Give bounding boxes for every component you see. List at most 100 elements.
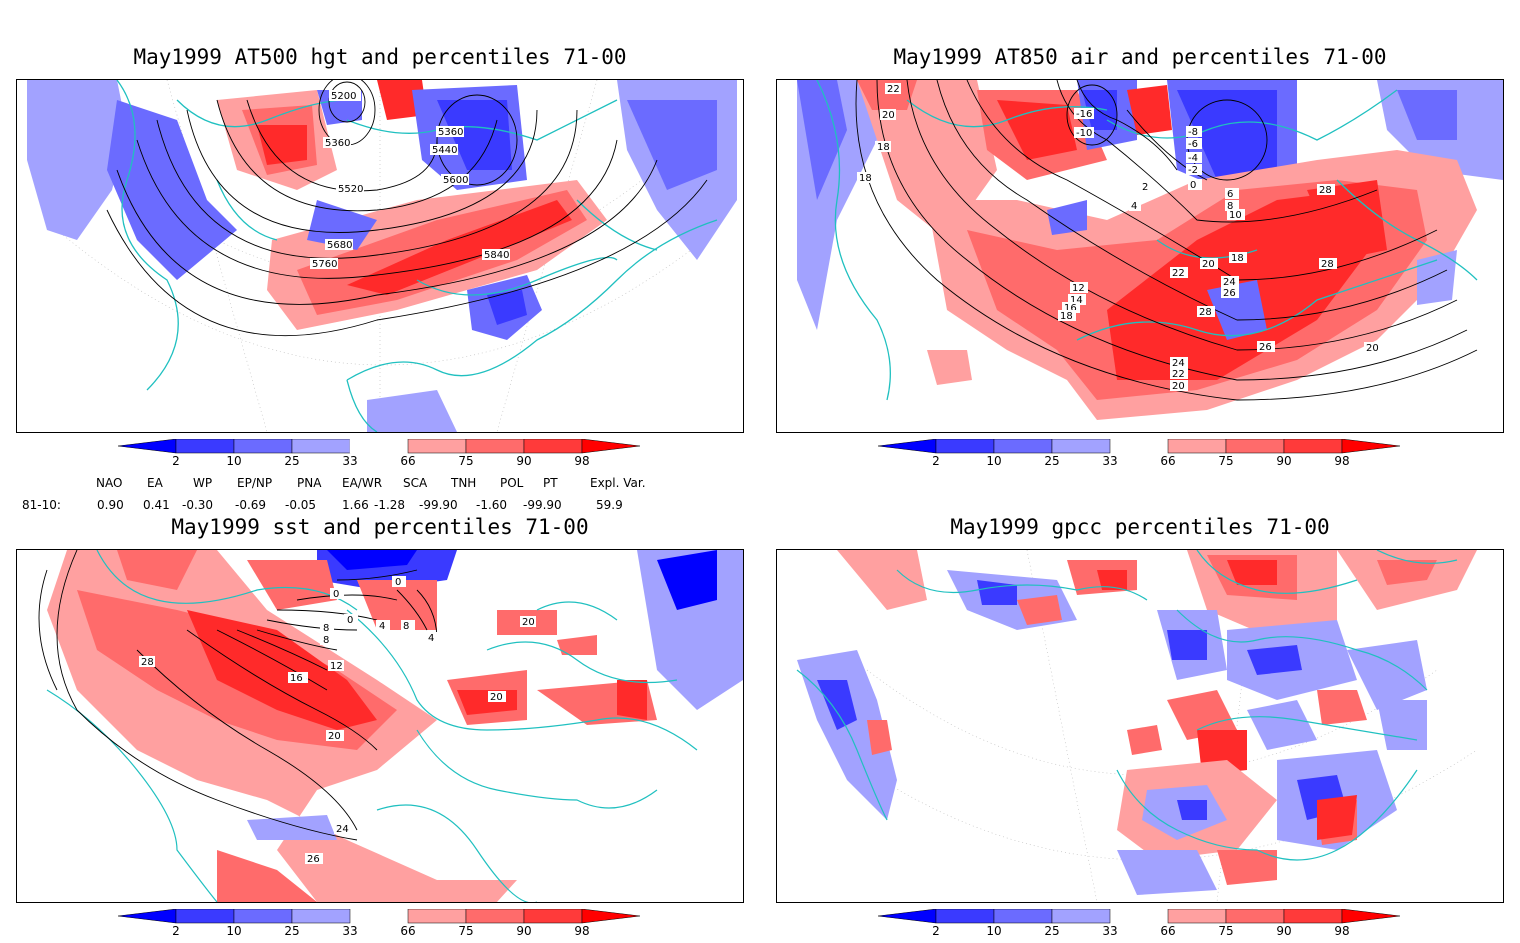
colorbar-tick: 2 xyxy=(932,454,940,468)
contour-label: 5760 xyxy=(312,259,337,270)
colorbar-tick: 2 xyxy=(172,924,180,938)
index-value: -1.28 xyxy=(374,498,406,512)
colorbar-tick: 33 xyxy=(342,924,358,938)
contour-label: 0 xyxy=(1190,180,1196,191)
contour-label: 0 xyxy=(347,615,353,626)
contour-label: 10 xyxy=(1229,210,1242,221)
contour-label: 28 xyxy=(1199,307,1212,318)
colorbar-tick: 25 xyxy=(284,924,300,938)
panel-1-map-canvas: 5200 5360 5360 5440 5520 5600 5680 5760 … xyxy=(17,80,743,432)
contour-label: 26 xyxy=(1223,288,1236,299)
panel-3-colorbar: 2 10 25 33 66 75 90 98 xyxy=(117,908,648,943)
colorbar-tick: 33 xyxy=(342,454,358,468)
index-header-epnp: EP/NP xyxy=(237,476,273,490)
index-value: 1.66 xyxy=(342,498,369,512)
index-header-pt: PT xyxy=(543,476,558,490)
contour-label: 12 xyxy=(330,661,343,672)
panel-2-title: May1999 AT850 air and percentiles 71-00 xyxy=(893,45,1387,69)
index-header-sca: SCA xyxy=(403,476,428,490)
contour-label: -16 xyxy=(1076,109,1092,120)
contour-label: 20 xyxy=(522,617,535,628)
index-value: -1.60 xyxy=(476,498,508,512)
colorbar-tick: 33 xyxy=(1102,924,1118,938)
colorbar-tick: 75 xyxy=(1218,454,1234,468)
contour-label: 26 xyxy=(307,854,320,865)
contour-label: 8 xyxy=(1227,201,1233,212)
colorbar-tick: 66 xyxy=(1160,454,1176,468)
contour-label: 20 xyxy=(1172,381,1185,392)
contour-label: 5600 xyxy=(443,175,468,186)
colorbar-tick: 2 xyxy=(932,924,940,938)
contour-label: 8 xyxy=(323,635,329,646)
contour-label: -10 xyxy=(1076,128,1092,139)
contour-label: 5360 xyxy=(325,138,350,149)
colorbar-tick: 66 xyxy=(400,454,416,468)
index-value: -0.05 xyxy=(285,498,317,512)
panel-1-map[interactable]: 5200 5360 5360 5440 5520 5600 5680 5760 … xyxy=(16,79,744,433)
index-header-tnh: TNH xyxy=(451,476,477,490)
colorbar-tick: 90 xyxy=(1276,924,1292,938)
colorbar-tick: 98 xyxy=(574,454,590,468)
contour-label: 18 xyxy=(859,173,872,184)
contour-label: 4 xyxy=(379,621,385,632)
index-value: -0.30 xyxy=(182,498,214,512)
colorbar-tick: 75 xyxy=(1218,924,1234,938)
panel-2-colorbar: 2 10 25 33 66 75 90 98 xyxy=(877,438,1408,473)
index-header-nao: NAO xyxy=(96,476,123,490)
colorbar-tick: 90 xyxy=(1276,454,1292,468)
panel-2-map[interactable]: 22 20 18 18 -16 -10 -8 -6 -4 -2 0 2 4 6 … xyxy=(776,79,1504,433)
colorbar-svg xyxy=(877,908,1401,924)
contour-label: 8 xyxy=(323,623,329,634)
index-header-eawr: EA/WR xyxy=(342,476,383,490)
contour-label: 16 xyxy=(290,673,303,684)
contour-label: 18 xyxy=(1060,311,1073,322)
index-value: -0.69 xyxy=(235,498,267,512)
panel-4-map[interactable] xyxy=(776,549,1504,903)
colorbar-svg xyxy=(877,438,1401,454)
colorbar-svg xyxy=(117,438,641,454)
index-header-wp: WP xyxy=(193,476,213,490)
colorbar-tick: 90 xyxy=(516,454,532,468)
panel-3-map-canvas: 28 16 12 8 8 0 0 0 4 8 4 16 20 24 26 20 … xyxy=(17,550,743,902)
colorbar-tick: 10 xyxy=(986,924,1002,938)
contour-label: 4 xyxy=(428,633,434,644)
colorbar-tick: 98 xyxy=(1334,924,1350,938)
contour-label: -2 xyxy=(1188,165,1198,176)
contour-label: -6 xyxy=(1188,139,1198,150)
contour-label: 5840 xyxy=(484,250,509,261)
contour-label: 28 xyxy=(1319,185,1332,196)
index-header-pna: PNA xyxy=(297,476,322,490)
contour-label: 18 xyxy=(877,142,890,153)
contour-label: 24 xyxy=(336,824,349,835)
colorbar-tick: 2 xyxy=(172,454,180,468)
contour-label: 4 xyxy=(1131,201,1137,212)
index-header-ea: EA xyxy=(147,476,163,490)
panel-4-map-canvas xyxy=(777,550,1503,902)
colorbar-tick: 75 xyxy=(458,924,474,938)
index-header-explvar: Expl. Var. xyxy=(590,476,646,490)
contour-label: 28 xyxy=(141,657,154,668)
contour-label: 20 xyxy=(490,692,503,703)
contour-label: 5360 xyxy=(438,127,463,138)
contour-label: 5680 xyxy=(327,240,352,251)
colorbar-tick: 66 xyxy=(400,924,416,938)
panel-1-colorbar: 2 10 25 33 66 75 90 98 xyxy=(117,438,648,473)
contour-label: 16 xyxy=(1064,303,1077,314)
contour-label: 12 xyxy=(1072,283,1085,294)
contour-label: 0 xyxy=(395,577,401,588)
contour-label: 22 xyxy=(1172,369,1185,380)
contour-label: 24 xyxy=(1172,358,1185,369)
panel-1-title: May1999 AT500 hgt and percentiles 71-00 xyxy=(133,45,627,69)
colorbar-svg xyxy=(117,908,641,924)
contour-label: -8 xyxy=(1188,127,1198,138)
index-value: -99.90 xyxy=(523,498,562,512)
contour-label: 5520 xyxy=(338,184,363,195)
colorbar-tick: 98 xyxy=(1334,454,1350,468)
colorbar-tick: 25 xyxy=(284,454,300,468)
contour-label: 8 xyxy=(403,621,409,632)
colorbar-tick: 75 xyxy=(458,454,474,468)
index-value: 0.41 xyxy=(143,498,170,512)
panel-3-map[interactable]: 28 16 12 8 8 0 0 0 4 8 4 16 20 24 26 20 … xyxy=(16,549,744,903)
panel-2-map-canvas: 22 20 18 18 -16 -10 -8 -6 -4 -2 0 2 4 6 … xyxy=(777,80,1503,432)
contour-label: 24 xyxy=(1223,277,1236,288)
